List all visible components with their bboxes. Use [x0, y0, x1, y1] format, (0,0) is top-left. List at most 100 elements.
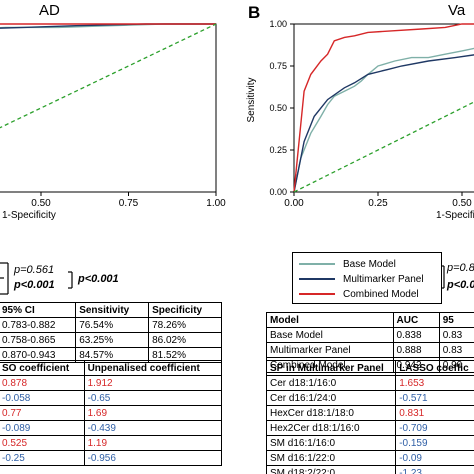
table-row: Cer d16:1/24:0 -0.571 — [265, 390, 474, 406]
y-tick-label: 0.50 — [269, 103, 287, 113]
table-row: 0.878 1.912 — [0, 375, 223, 391]
x-tick-label: 0.50 — [31, 198, 51, 209]
table-cell: -1.23 — [395, 465, 474, 474]
table-cell: 0.758-0.865 — [0, 332, 77, 348]
x-tick-label: 1.00 — [206, 198, 226, 209]
legend-label: Combined Model — [343, 288, 419, 300]
series-line-2 — [0, 23, 216, 25]
y-tick-label: 0.25 — [269, 145, 287, 155]
table-cell: SM d18:2/22:0 — [265, 465, 397, 474]
metrics-table-left: 95% CI Sensitivity Specificity 0.783-0.8… — [0, 302, 222, 363]
table-cell: -0.439 — [83, 420, 223, 436]
table-cell: 0.83 — [438, 342, 474, 358]
x-tick-label: 0.75 — [119, 198, 139, 209]
x-tick-label: 0.25 — [368, 198, 388, 209]
x-tick-label: 0.50 — [452, 198, 472, 209]
table-cell: 0.831 — [395, 405, 474, 421]
series-line-2 — [293, 23, 474, 193]
table-cell: 0.525 — [0, 435, 85, 451]
header-ci: 95 — [438, 312, 474, 328]
table-cell: -0.571 — [395, 390, 474, 406]
bracket-lines — [0, 262, 73, 295]
x-axis-label: 1-Specificity — [2, 210, 56, 221]
series-line-1 — [0, 23, 216, 29]
y-tick-label: 0.00 — [269, 187, 287, 197]
coefficient-table-left: SO coefficient Unpenalised coefficient 0… — [0, 360, 223, 466]
table-cell: 1.653 — [395, 375, 474, 391]
legend-item: Multimarker Panel — [299, 272, 424, 286]
table-cell: 0.783-0.882 — [0, 317, 77, 333]
table-header-row: SP in Multimarker Panel LASSO coeffic — [265, 360, 474, 376]
table-cell: -0.089 — [0, 420, 85, 436]
table-row: 0.758-0.865 63.25% 86.02% — [0, 332, 222, 348]
legend-item: Base Model — [299, 257, 396, 271]
table-cell: -0.09 — [395, 450, 474, 466]
legend-swatch — [299, 278, 335, 280]
pvalue-3: p<0.001 — [78, 273, 119, 285]
pvalue-1: p=0.561 — [14, 264, 55, 276]
chart-title: Va — [448, 2, 466, 19]
table-cell: Cer d16:1/24:0 — [265, 390, 397, 406]
table-row: -0.089 -0.439 — [0, 420, 223, 436]
table-cell: 86.02% — [148, 332, 222, 348]
header-unpenalised: Unpenalised coefficient — [83, 360, 223, 376]
table-cell: 0.878 — [0, 375, 85, 391]
series-line-1 — [293, 54, 474, 193]
table-row: HexCer d18:1/18:0 0.831 — [265, 405, 474, 421]
table-cell: SM d16:1/22:0 — [265, 450, 397, 466]
table-cell: 1.912 — [83, 375, 223, 391]
series-line-3 — [0, 23, 217, 129]
header-ci: 95% CI — [0, 302, 77, 318]
legend-swatch — [299, 263, 335, 265]
table-cell: -0.709 — [395, 420, 474, 436]
table-cell: 78.26% — [148, 317, 222, 333]
table-cell: 76.54% — [75, 317, 150, 333]
legend-swatch — [299, 293, 335, 295]
table-cell: Hex2Cer d18:1/16:0 — [265, 420, 397, 436]
table-cell: 1.19 — [83, 435, 223, 451]
table-row: 0.525 1.19 — [0, 435, 223, 451]
plot-frame — [0, 23, 217, 193]
table-row: Cer d18:1/16:0 1.653 — [265, 375, 474, 391]
table-row: SM d18:2/22:0 -1.23 — [265, 465, 474, 474]
header-lasso: SO coefficient — [0, 360, 85, 376]
table-header-row: SO coefficient Unpenalised coefficient — [0, 360, 223, 376]
pvalue-2: p<0.001 — [14, 279, 55, 291]
table-cell: 0.77 — [0, 405, 85, 421]
table-row: Base Model 0.838 0.83 — [266, 327, 474, 343]
table-cell: 1.69 — [83, 405, 223, 421]
table-row: 0.77 1.69 — [0, 405, 223, 421]
header-sensitivity: Sensitivity — [75, 302, 150, 318]
header-sp: SP in Multimarker Panel — [265, 360, 397, 376]
table-header-row: Model AUC 95 — [266, 312, 474, 328]
header-model: Model — [266, 312, 394, 328]
table-row: SM d16:1/16:0 -0.159 — [265, 435, 474, 451]
table-row: Multimarker Panel 0.888 0.83 — [266, 342, 474, 358]
pvalue-bracket-right: p=0.8 p<0.0 — [440, 262, 474, 296]
table-cell: Base Model — [266, 327, 394, 343]
header-auc: AUC — [392, 312, 440, 328]
table-cell: SM d16:1/16:0 — [265, 435, 397, 451]
table-cell: -0.956 — [83, 450, 223, 466]
table-row: 0.783-0.882 76.54% 78.26% — [0, 317, 222, 333]
table-cell: Cer d18:1/16:0 — [265, 375, 397, 391]
x-tick-label: 0.00 — [284, 198, 304, 209]
x-axis-label: 1-Specificit — [436, 210, 474, 221]
table-row: SM d16:1/22:0 -0.09 — [265, 450, 474, 466]
chart-title: AD — [39, 2, 60, 19]
panel-label: B — [248, 3, 260, 22]
y-tick-label: 1.00 — [269, 19, 287, 29]
header-lasso: LASSO coeffic — [395, 360, 474, 376]
roc-chart-ad: AD 0.50 0.75 1.00 1-Specificity — [0, 2, 226, 221]
table-cell: Multimarker Panel — [266, 342, 394, 358]
table-cell: 63.25% — [75, 332, 150, 348]
table-cell: 0.838 — [392, 327, 440, 343]
table-row: Hex2Cer d18:1/16:0 -0.709 — [265, 420, 474, 436]
y-tick-label: 0.75 — [269, 61, 287, 71]
chart-legend: Base Model Multimarker Panel Combined Mode… — [292, 252, 442, 304]
legend-item: Combined Model — [299, 287, 419, 301]
pvalue-bracket: p=0.561 p<0.001 p<0.001 — [0, 262, 120, 296]
coefficient-table-right: SP in Multimarker Panel LASSO coeffic Ce… — [265, 360, 474, 474]
header-specificity: Specificity — [148, 302, 222, 318]
